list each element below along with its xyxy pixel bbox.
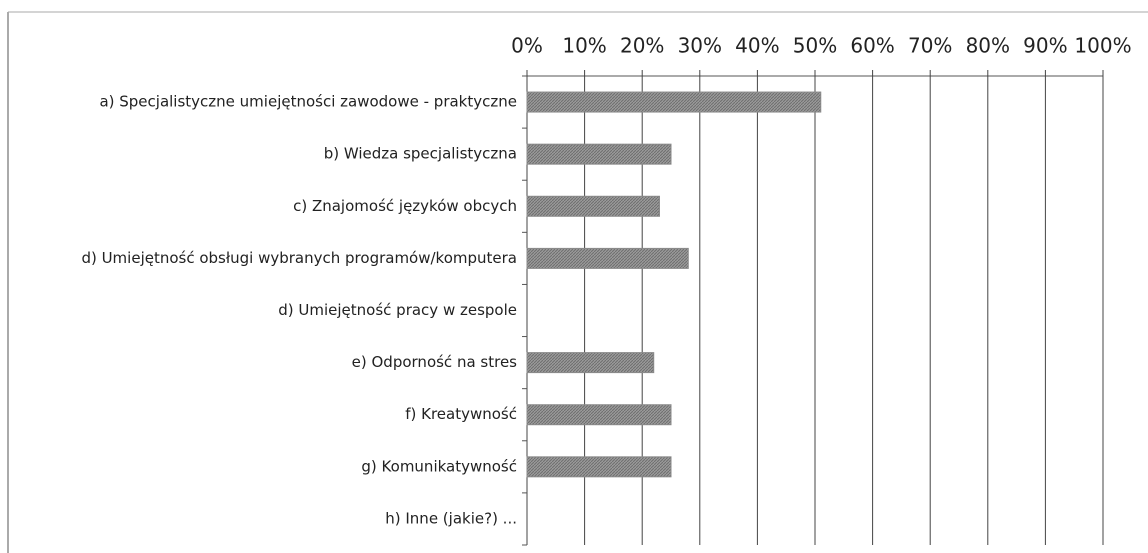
- x-tick-label: 0%: [511, 34, 543, 58]
- x-tick-label: 100%: [1074, 34, 1131, 58]
- x-tick-label: 20%: [620, 34, 664, 58]
- y-tick-label: b) Wiedza specjalistyczna: [324, 145, 517, 163]
- y-tick-label: h) Inne (jakie?) ...: [385, 509, 517, 527]
- x-tick-label: 60%: [850, 34, 894, 58]
- y-tick-label: f) Kreatywność: [405, 405, 517, 423]
- bar: [526, 195, 660, 217]
- y-tick-label: d) Umiejętność obsługi wybranych program…: [81, 249, 517, 267]
- x-tick-label: 40%: [735, 34, 779, 58]
- bar: [526, 143, 672, 165]
- y-tick-label: e) Odporność na stres: [352, 353, 518, 371]
- bar: [526, 91, 822, 113]
- x-tick-label: 70%: [908, 34, 952, 58]
- bar: [526, 404, 672, 426]
- bar: [526, 352, 655, 374]
- y-tick-label: d) Umiejętność pracy w zespole: [278, 301, 517, 319]
- x-tick-label: 30%: [678, 34, 722, 58]
- x-tick-label: 90%: [1023, 34, 1067, 58]
- x-tick-label: 80%: [966, 34, 1010, 58]
- bar: [526, 247, 689, 269]
- y-tick-label: g) Komunikatywność: [361, 457, 517, 475]
- bar: [526, 456, 672, 478]
- x-tick-label: 50%: [793, 34, 837, 58]
- x-tick-label: 10%: [562, 34, 606, 58]
- y-tick-label: c) Znajomość języków obcych: [293, 197, 517, 215]
- y-tick-label: a) Specjalistyczne umiejętności zawodowe…: [99, 93, 517, 111]
